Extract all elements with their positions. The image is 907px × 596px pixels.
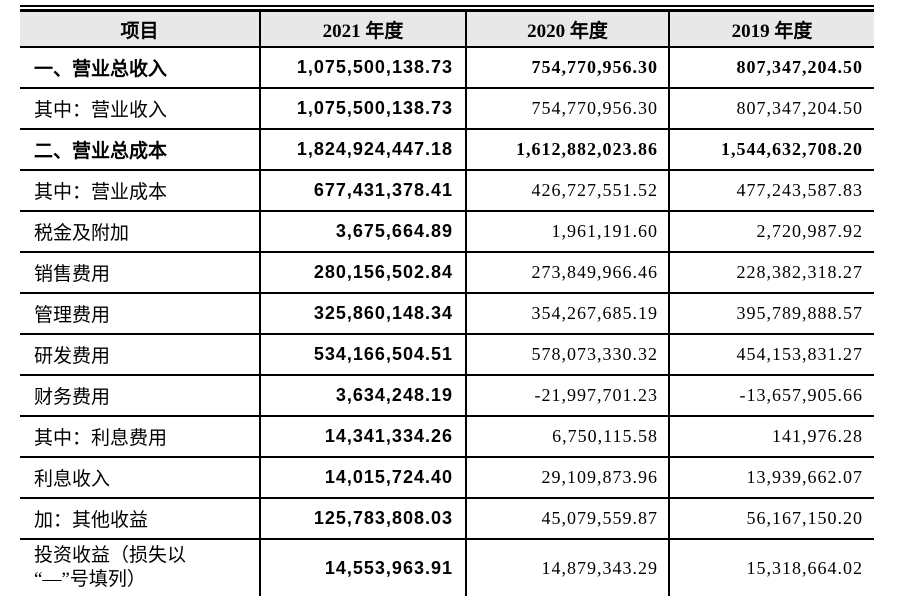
item-label: 税金及附加 [34, 223, 130, 244]
item-label: 投资收益（损失以 “—”号填列） [34, 545, 187, 590]
value-2020: 1,612,882,023.86 [465, 130, 668, 169]
item-label: 管理费用 [34, 305, 111, 326]
value-2021: 1,075,500,138.73 [259, 48, 465, 87]
table-row: 其中：营业收入 1,075,500,138.73 754,770,956.30 … [20, 89, 874, 130]
table-row: 税金及附加 3,675,664.89 1,961,191.60 2,720,98… [20, 212, 874, 253]
value-2019: 1,544,632,708.20 [668, 130, 874, 169]
income-statement-table: 项目 2021 年度 2020 年度 2019 年度 一、营业总收入 1,075… [20, 5, 874, 596]
value-2021: 14,341,334.26 [259, 417, 465, 456]
table-header-row: 项目 2021 年度 2020 年度 2019 年度 [20, 12, 874, 48]
value-2019: 807,347,204.50 [668, 48, 874, 87]
table-row: 管理费用 325,860,148.34 354,267,685.19 395,7… [20, 294, 874, 335]
value-2021: 1,824,924,447.18 [259, 130, 465, 169]
table-row: 财务费用 3,634,248.19 -21,997,701.23 -13,657… [20, 376, 874, 417]
value-2019: 395,789,888.57 [668, 294, 874, 333]
value-2019: 56,167,150.20 [668, 499, 874, 538]
value-2020: -21,997,701.23 [465, 376, 668, 415]
value-2019: 807,347,204.50 [668, 89, 874, 128]
table-row: 投资收益（损失以 “—”号填列） 14,553,963.91 14,879,34… [20, 540, 874, 596]
value-2021: 325,860,148.34 [259, 294, 465, 333]
item-label: 销售费用 [34, 264, 111, 285]
value-2019: 13,939,662.07 [668, 458, 874, 497]
value-2020: 273,849,966.46 [465, 253, 668, 292]
value-2021: 1,075,500,138.73 [259, 89, 465, 128]
value-2021: 14,015,724.40 [259, 458, 465, 497]
value-2021: 3,634,248.19 [259, 376, 465, 415]
item-label: 财务费用 [34, 387, 111, 408]
column-header-item: 项目 [120, 20, 159, 42]
value-2020: 578,073,330.32 [465, 335, 668, 374]
table-row: 利息收入 14,015,724.40 29,109,873.96 13,939,… [20, 458, 874, 499]
value-2020: 754,770,956.30 [465, 48, 668, 87]
value-2020: 45,079,559.87 [465, 499, 668, 538]
value-2019: 15,318,664.02 [668, 540, 874, 596]
value-2021: 534,166,504.51 [259, 335, 465, 374]
value-2020: 6,750,115.58 [465, 417, 668, 456]
value-2019: -13,657,905.66 [668, 376, 874, 415]
value-2021: 14,553,963.91 [259, 540, 465, 596]
value-2019: 454,153,831.27 [668, 335, 874, 374]
value-2021: 280,156,502.84 [259, 253, 465, 292]
value-2021: 677,431,378.41 [259, 171, 465, 210]
item-label: 其中：营业成本 [34, 182, 168, 203]
value-2020: 29,109,873.96 [465, 458, 668, 497]
column-header-2021: 2021 年度 [259, 12, 465, 46]
item-label: 加：其他收益 [34, 510, 149, 531]
item-label: 其中：利息费用 [34, 428, 168, 449]
item-label: 研发费用 [34, 346, 111, 367]
value-2020: 14,879,343.29 [465, 540, 668, 596]
item-label: 其中：营业收入 [34, 100, 168, 121]
value-2020: 354,267,685.19 [465, 294, 668, 333]
table-row: 销售费用 280,156,502.84 273,849,966.46 228,3… [20, 253, 874, 294]
column-header-2019: 2019 年度 [668, 12, 874, 46]
table-row: 加：其他收益 125,783,808.03 45,079,559.87 56,1… [20, 499, 874, 540]
value-2019: 2,720,987.92 [668, 212, 874, 251]
value-2021: 3,675,664.89 [259, 212, 465, 251]
value-2020: 754,770,956.30 [465, 89, 668, 128]
table-row: 一、营业总收入 1,075,500,138.73 754,770,956.30 … [20, 48, 874, 89]
item-label: 二、营业总成本 [34, 141, 168, 162]
value-2021: 125,783,808.03 [259, 499, 465, 538]
item-label: 一、营业总收入 [34, 59, 168, 80]
item-label: 利息收入 [34, 469, 111, 490]
table-row: 其中：营业成本 677,431,378.41 426,727,551.52 47… [20, 171, 874, 212]
table-row: 二、营业总成本 1,824,924,447.18 1,612,882,023.8… [20, 130, 874, 171]
table-top-double-rule [20, 5, 874, 12]
value-2020: 426,727,551.52 [465, 171, 668, 210]
value-2019: 228,382,318.27 [668, 253, 874, 292]
table-row: 其中：利息费用 14,341,334.26 6,750,115.58 141,9… [20, 417, 874, 458]
column-header-2020: 2020 年度 [465, 12, 668, 46]
value-2020: 1,961,191.60 [465, 212, 668, 251]
table-row: 研发费用 534,166,504.51 578,073,330.32 454,1… [20, 335, 874, 376]
value-2019: 141,976.28 [668, 417, 874, 456]
value-2019: 477,243,587.83 [668, 171, 874, 210]
